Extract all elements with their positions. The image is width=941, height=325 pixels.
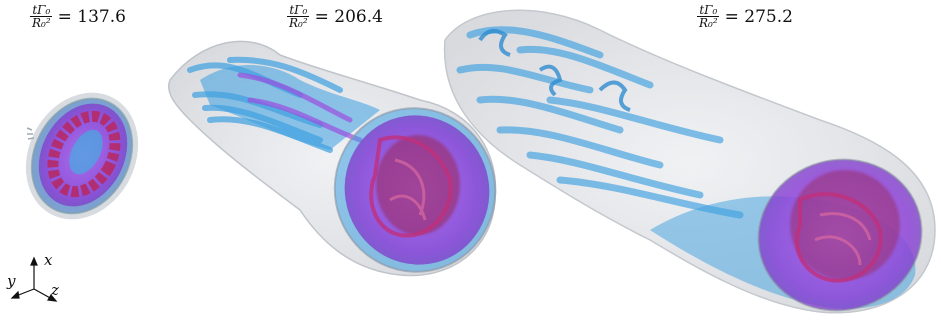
panel-3-vortex: [443, 9, 936, 314]
axis-triad-icon: [10, 256, 58, 302]
time-fraction-numerator: tΓ₀: [697, 3, 720, 17]
time-label-panel-2: tΓ₀ R₀² = 206.4: [287, 4, 383, 29]
panel-1-vortex: [25, 92, 139, 220]
time-label-panel-1: tΓ₀ R₀² = 137.6: [30, 4, 126, 29]
panel-2-vortex: [168, 40, 497, 277]
time-label-panel-3: tΓ₀ R₀² = 275.2: [697, 4, 793, 29]
time-fraction: tΓ₀ R₀²: [697, 4, 720, 29]
time-value: = 275.2: [724, 6, 793, 27]
time-fraction-denominator: R₀²: [289, 16, 308, 30]
time-fraction: tΓ₀ R₀²: [30, 4, 53, 29]
time-fraction-numerator: tΓ₀: [30, 3, 53, 17]
axis-label-y: y: [7, 272, 16, 290]
time-fraction-numerator: tΓ₀: [287, 3, 310, 17]
time-value: = 137.6: [57, 6, 126, 27]
axis-label-z: z: [51, 281, 59, 299]
time-value: = 206.4: [314, 6, 383, 27]
time-fraction: tΓ₀ R₀²: [287, 4, 310, 29]
time-fraction-denominator: R₀²: [699, 16, 718, 30]
time-fraction-denominator: R₀²: [32, 16, 51, 30]
axis-label-x: x: [44, 251, 53, 269]
